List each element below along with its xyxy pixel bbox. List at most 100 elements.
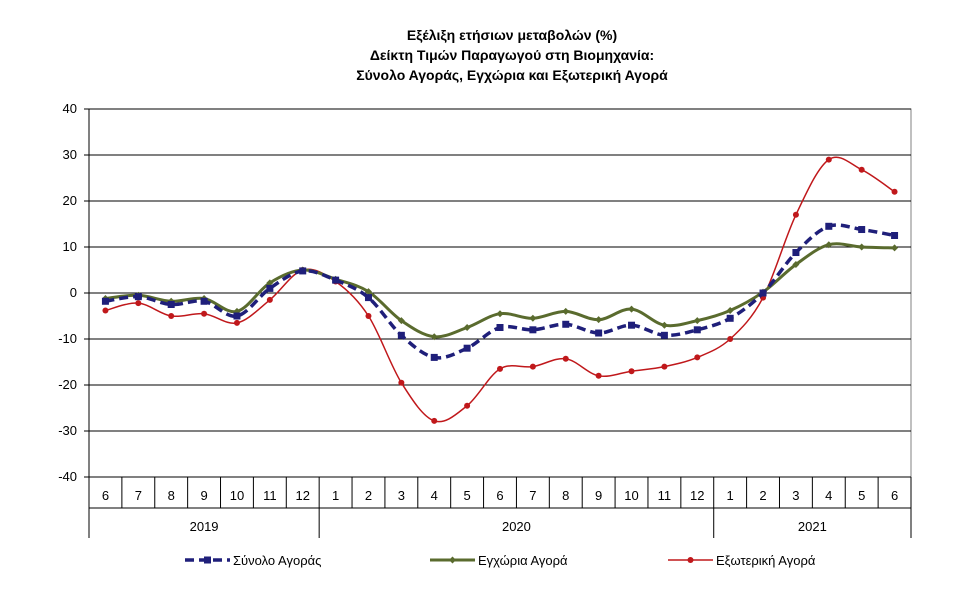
x-tick-label: 12 (295, 488, 309, 503)
x-tick-label: 1 (332, 488, 339, 503)
series-1 (101, 222, 899, 361)
data-point (233, 319, 240, 326)
x-tick-label: 5 (464, 488, 471, 503)
data-point (135, 300, 142, 307)
data-point (398, 379, 405, 386)
data-point (825, 241, 833, 249)
legend-marker (449, 556, 456, 564)
data-point (266, 279, 274, 287)
data-point (825, 156, 832, 163)
chart-title: Εξέλιξη ετήσιων μεταβολών (%) Δείκτη Τιμ… (356, 27, 668, 83)
series-lines (101, 156, 899, 424)
data-point (332, 276, 340, 284)
x-tick-label: 9 (200, 488, 207, 503)
x-tick-label: 12 (690, 488, 704, 503)
x-tick-label: 8 (168, 488, 175, 503)
title-line-3: Σύνολο Αγοράς, Εγχώρια και Εξωτερική Αγο… (356, 67, 668, 83)
data-point (529, 326, 537, 334)
y-tick-label: -20 (58, 377, 77, 392)
data-point (628, 305, 636, 313)
data-point (364, 294, 372, 302)
data-point (891, 244, 899, 252)
legend-label: Σύνολο Αγοράς (233, 553, 321, 568)
data-point (595, 316, 603, 324)
data-point (430, 353, 438, 361)
legend-marker (204, 556, 211, 564)
y-tick-label: -30 (58, 423, 77, 438)
data-point (431, 417, 438, 424)
data-point (397, 331, 405, 339)
data-point (660, 331, 668, 339)
data-point (397, 317, 405, 325)
data-point (628, 368, 635, 375)
title-line-2: Δείκτη Τιμών Παραγωγού στη Βιομηχανία: (370, 47, 654, 63)
data-point (365, 313, 372, 319)
series-3 (102, 156, 898, 424)
data-point (891, 232, 899, 239)
data-point (660, 321, 668, 329)
data-point (792, 249, 800, 257)
y-tick-label: -10 (58, 331, 77, 346)
data-point (266, 296, 273, 303)
data-point (529, 363, 536, 370)
legend-item-3: Εξωτερική Αγορά (668, 553, 816, 568)
legend-item-1: Σύνολο Αγοράς (185, 553, 321, 568)
x-tick-label: 7 (529, 488, 536, 503)
x-tick-label: 10 (230, 488, 244, 503)
data-point (727, 336, 734, 342)
x-tick-label: 10 (624, 488, 638, 503)
data-point (792, 211, 799, 218)
x-tick-label: 11 (263, 488, 277, 503)
data-point (562, 307, 570, 315)
legend-item-2: Εγχώρια Αγορά (430, 553, 568, 568)
series-line (105, 242, 895, 339)
year-label: 2021 (798, 519, 827, 534)
y-tick-label: 0 (70, 285, 77, 300)
grid-lines (88, 108, 912, 478)
data-point (201, 310, 208, 317)
data-point (233, 312, 241, 320)
y-tick-label: 20 (63, 193, 77, 208)
data-point (726, 306, 734, 314)
y-tick-label: 30 (63, 147, 77, 162)
x-tick-label: 11 (658, 488, 672, 503)
data-point (628, 321, 636, 329)
x-tick-label: 6 (102, 488, 109, 503)
data-point (858, 226, 866, 234)
data-point (529, 314, 537, 322)
x-tick-label: 9 (595, 488, 602, 503)
y-axis: -40 -30 -20 -10 0 10 20 30 40 (58, 101, 90, 484)
data-point (167, 301, 175, 308)
legend-label: Εγχώρια Αγορά (478, 553, 568, 568)
x-tick-label: 7 (135, 488, 142, 503)
x-tick-label: 3 (398, 488, 405, 503)
legend-marker (687, 557, 694, 563)
data-point (759, 289, 767, 297)
year-label: 2019 (190, 519, 219, 534)
data-point (792, 260, 800, 268)
x-tick-label: 4 (825, 488, 832, 503)
series-line (105, 223, 895, 360)
y-tick-label: 40 (63, 101, 77, 116)
data-point (858, 166, 865, 173)
data-point (497, 365, 503, 372)
data-point (496, 310, 504, 318)
data-point (134, 293, 142, 301)
data-point (463, 344, 471, 352)
data-point (496, 324, 504, 331)
data-point (101, 297, 109, 305)
data-point (102, 307, 109, 314)
data-point (464, 402, 471, 409)
data-point (693, 317, 701, 325)
y-tick-label: 10 (63, 239, 77, 254)
x-tick-label: 3 (792, 488, 799, 503)
data-point (430, 333, 438, 341)
data-point (595, 329, 603, 337)
x-tick-label: 8 (562, 488, 569, 503)
x-tick-label: 2 (759, 488, 766, 503)
data-point (595, 372, 602, 379)
data-point (562, 320, 570, 328)
data-point (266, 284, 274, 292)
